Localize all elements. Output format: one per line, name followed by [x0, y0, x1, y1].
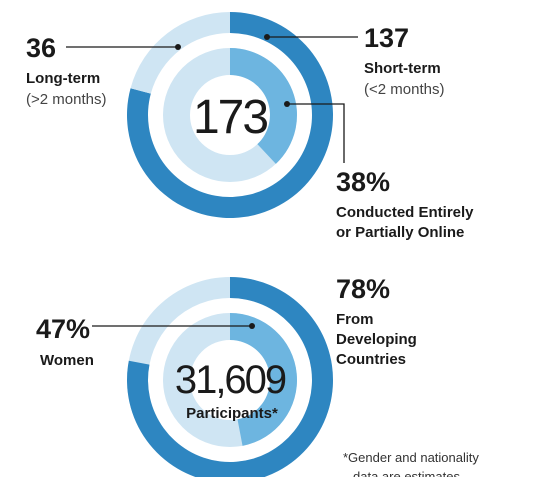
value: 47% [36, 314, 90, 344]
note: (>2 months) [26, 91, 106, 108]
ring-segment [230, 48, 297, 164]
connector-dot [249, 323, 255, 329]
label: Developing [336, 331, 417, 348]
center-number: 31,609 [175, 358, 286, 402]
value: 38% [336, 167, 390, 197]
connector-dot [175, 44, 181, 50]
ring-segment [130, 11, 230, 94]
connector [287, 103, 345, 163]
label: Long-term [26, 70, 100, 87]
label: Conducted Entirely [336, 204, 474, 221]
label: Women [40, 352, 94, 369]
label: Countries [336, 351, 406, 368]
label: Short-term [364, 60, 441, 77]
note: (<2 months) [364, 81, 444, 98]
connector-dot [264, 34, 270, 40]
label: or Partially Online [336, 224, 464, 241]
ring-segment [230, 313, 297, 446]
value: 137 [364, 23, 409, 53]
center-subtitle: Participants* [186, 405, 278, 422]
connector-dot [284, 101, 290, 107]
footnote: *Gender and nationality [343, 450, 479, 465]
value: 36 [26, 33, 56, 63]
footnote: data are estimates [353, 469, 460, 477]
label: From [336, 311, 374, 328]
center-number: 173 [193, 91, 267, 144]
value: 78% [336, 274, 390, 304]
